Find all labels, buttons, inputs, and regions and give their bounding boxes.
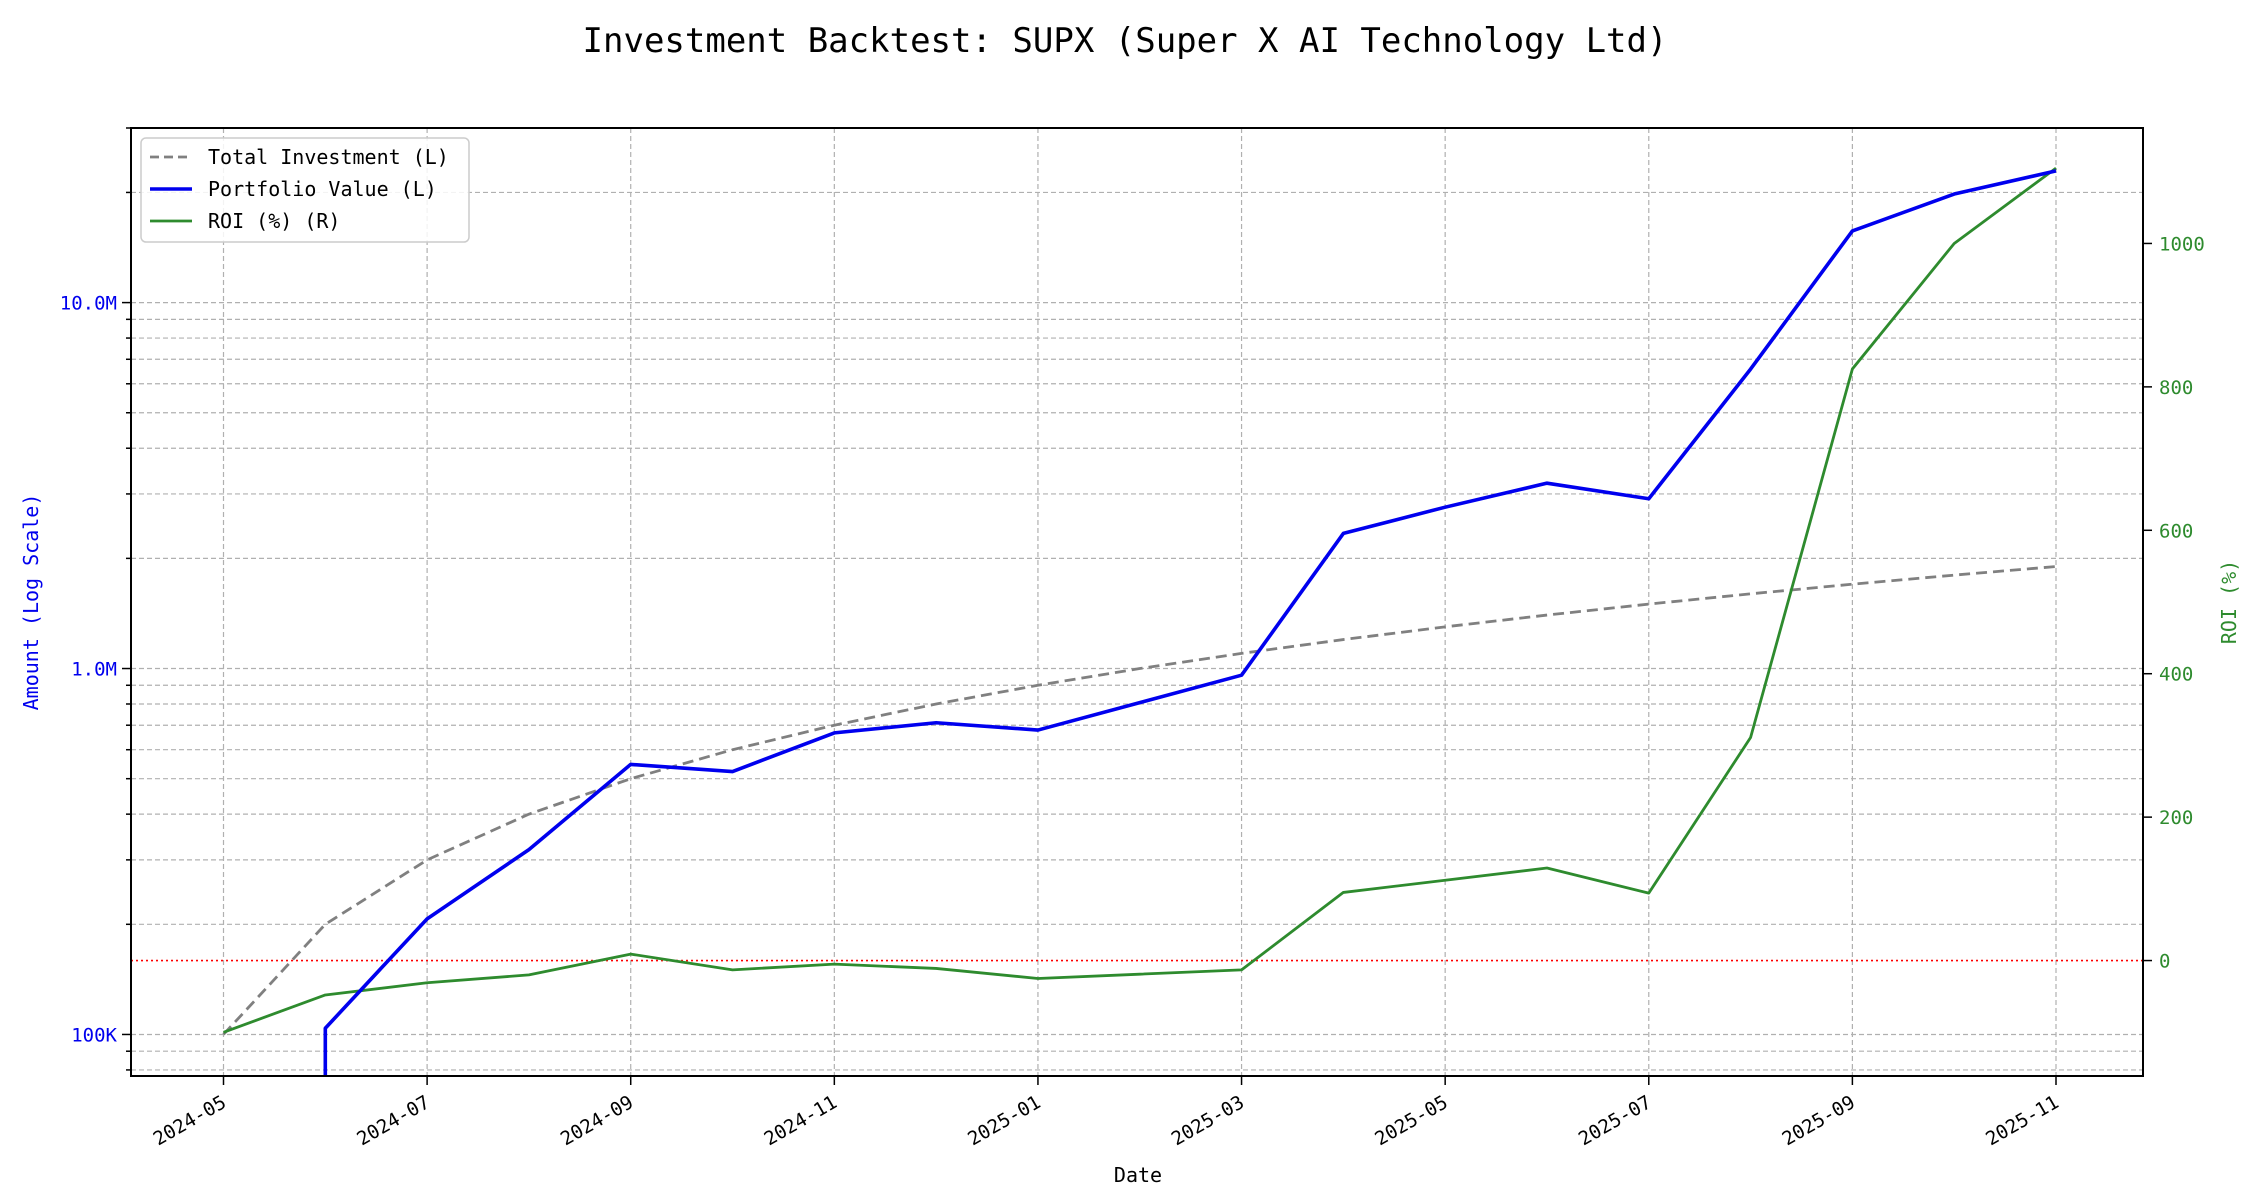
- left-y-axis: 100K 1.0M 10.0M: [60, 127, 131, 1071]
- plot-frame: [130, 127, 2144, 1077]
- legend-label: Total Investment (L): [208, 145, 449, 169]
- right-y-axis: 0 200 400 600 800 1000: [2143, 233, 2205, 973]
- legend-label: ROI (%) (R): [208, 209, 340, 233]
- x-tick-label: 2025-03: [1168, 1091, 1248, 1150]
- grid: [131, 127, 2143, 1076]
- roi-line-path: [223, 167, 2057, 1034]
- x-tick-label: 2024-09: [557, 1091, 637, 1150]
- x-tick-label: 2025-11: [1982, 1091, 2062, 1150]
- right-tick-label: 600: [2159, 520, 2193, 542]
- x-tick-label: 2025-09: [1779, 1091, 1859, 1150]
- right-tick-label: 200: [2159, 807, 2193, 829]
- left-y-axis-label: Amount (Log Scale): [19, 494, 43, 711]
- chart-title: Investment Backtest: SUPX (Super X AI Te…: [583, 21, 1668, 61]
- roi-line: [223, 167, 2057, 1034]
- left-tick-label: 1.0M: [71, 659, 117, 681]
- x-axis: 2024-05 2024-07 2024-09 2024-11 2025-01 2025-…: [150, 1076, 2063, 1150]
- x-tick-label: 2025-07: [1575, 1091, 1655, 1150]
- total-investment-line-path: [222, 565, 2057, 1036]
- portfolio-value-line-path: [323, 169, 2057, 1076]
- series-lines: [222, 167, 2057, 1076]
- x-tick-label: 2024-07: [353, 1091, 433, 1150]
- right-tick-label: 0: [2159, 951, 2170, 973]
- x-tick-label: 2025-05: [1371, 1091, 1451, 1150]
- x-tick-label: 2025-01: [964, 1091, 1044, 1150]
- right-tick-label: 400: [2159, 664, 2193, 686]
- right-y-axis-label: ROI (%): [2217, 560, 2241, 644]
- left-tick-label: 100K: [71, 1024, 117, 1046]
- portfolio-value-line: [323, 169, 2057, 1076]
- right-tick-label: 1000: [2159, 233, 2205, 255]
- right-tick-label: 800: [2159, 377, 2193, 399]
- total-investment-line: [222, 565, 2057, 1036]
- x-tick-label: 2024-11: [760, 1091, 840, 1150]
- legend-label: Portfolio Value (L): [208, 177, 437, 201]
- left-tick-label: 10.0M: [60, 293, 117, 315]
- x-axis-label: Date: [1114, 1163, 1162, 1187]
- x-tick-label: 2024-05: [150, 1091, 230, 1150]
- legend: Total Investment (L) Portfolio Value (L) R…: [140, 137, 470, 243]
